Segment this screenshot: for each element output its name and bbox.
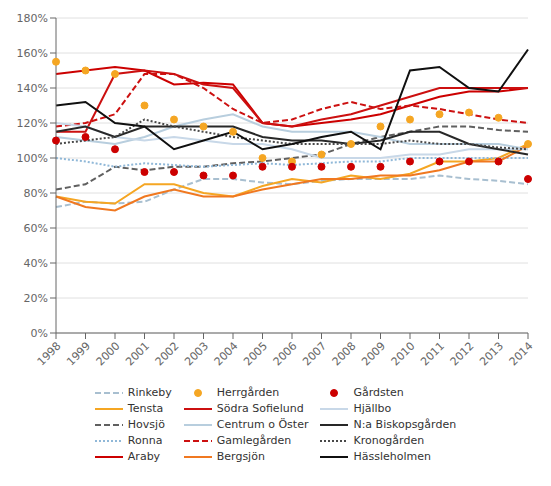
html-text:Södra Sofielund: Södra Sofielund	[216, 402, 304, 415]
svg-text:20%: 20%	[24, 292, 48, 305]
svg-text:1998: 1998	[35, 339, 64, 368]
svg-text:2003: 2003	[182, 339, 211, 368]
svg-text:2014: 2014	[507, 339, 536, 368]
svg-text:2001: 2001	[123, 339, 152, 368]
html-text:N:a Biskopsgården: N:a Biskopsgården	[353, 418, 457, 431]
html-text:Tensta: Tensta	[127, 402, 164, 415]
svg-text:2010: 2010	[389, 339, 418, 368]
svg-text:100%: 100%	[17, 152, 48, 165]
svg-text:140%: 140%	[17, 82, 48, 95]
svg-text:1999: 1999	[64, 339, 93, 368]
html-text:Araby: Araby	[127, 450, 161, 463]
svg-text:60%: 60%	[24, 222, 48, 235]
html-text:Hjällbo: Hjällbo	[353, 402, 392, 415]
html-text:Hässleholmen: Hässleholmen	[353, 450, 431, 463]
svg-text:2012: 2012	[448, 339, 477, 368]
svg-text:120%: 120%	[17, 117, 48, 130]
html-text:Herrgården: Herrgården	[216, 386, 280, 399]
html-text:Rinkeby: Rinkeby	[127, 386, 172, 399]
svg-text:2013: 2013	[477, 339, 506, 368]
svg-text:2000: 2000	[94, 339, 123, 368]
svg-text:2002: 2002	[153, 339, 182, 368]
svg-text:2006: 2006	[271, 339, 300, 368]
html-text:Centrum o Öster: Centrum o Öster	[216, 418, 309, 431]
svg-text:2007: 2007	[300, 339, 329, 368]
svg-text:2011: 2011	[418, 339, 447, 368]
html-text:Ronna: Ronna	[127, 434, 163, 447]
html-text:Kronogården: Kronogården	[353, 434, 425, 447]
svg-text:0%: 0%	[31, 327, 48, 340]
svg-text:2009: 2009	[359, 339, 388, 368]
svg-text:2008: 2008	[330, 339, 359, 368]
html-text:Gårdsten: Gårdsten	[353, 386, 404, 399]
svg-text:2004: 2004	[212, 339, 241, 368]
svg-text:160%: 160%	[17, 47, 48, 60]
svg-text:40%: 40%	[24, 257, 48, 270]
html-text:Gamlegården: Gamlegården	[216, 434, 292, 447]
html-text:Bergsjön: Bergsjön	[216, 450, 265, 463]
svg-text:180%: 180%	[17, 12, 48, 25]
svg-text:2005: 2005	[241, 339, 270, 368]
html-text:Hovsjö: Hovsjö	[127, 418, 165, 431]
svg-text:80%: 80%	[24, 187, 48, 200]
